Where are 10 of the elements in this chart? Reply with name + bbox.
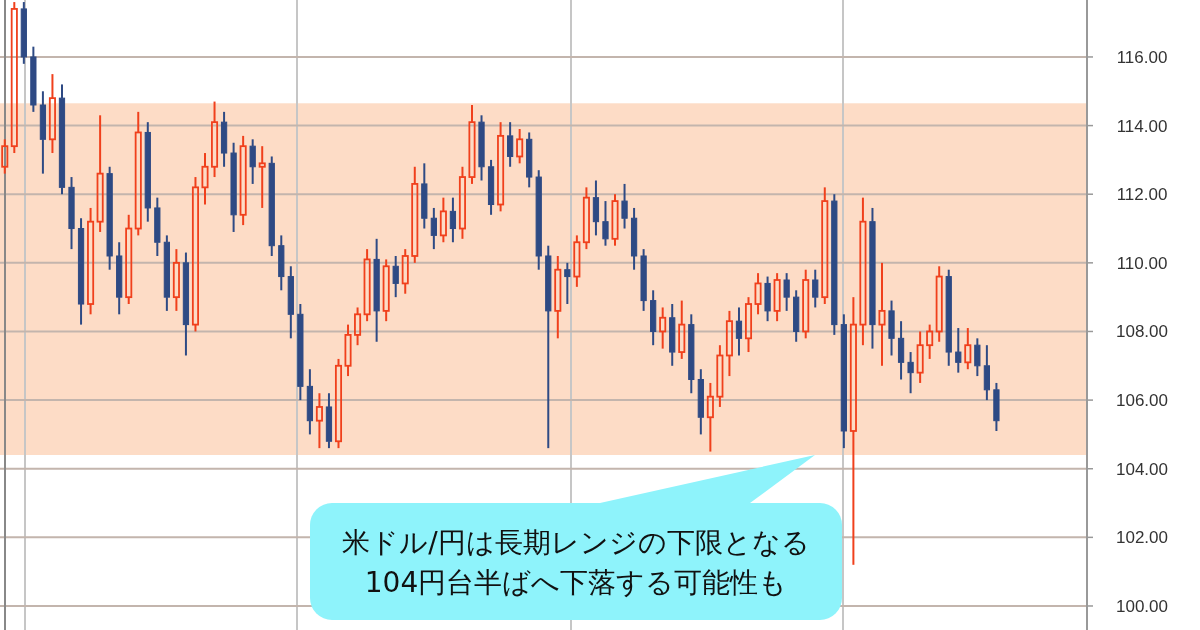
y-tick-label: 102.00 <box>1116 528 1168 548</box>
y-tick-label: 100.00 <box>1116 596 1168 616</box>
y-tick-label: 112.00 <box>1116 185 1168 205</box>
y-tick-label: 104.00 <box>1116 459 1168 479</box>
y-tick-label: 114.00 <box>1116 116 1168 136</box>
y-tick-label: 108.00 <box>1116 322 1168 342</box>
y-tick-label: 110.00 <box>1116 253 1168 273</box>
y-tick-label: 116.00 <box>1116 47 1168 67</box>
y-tick-label: 106.00 <box>1116 391 1168 411</box>
annotation: 米ドル/円は長期レンジの下限となる 104円台半ばへ下落する可能性も <box>342 525 810 599</box>
